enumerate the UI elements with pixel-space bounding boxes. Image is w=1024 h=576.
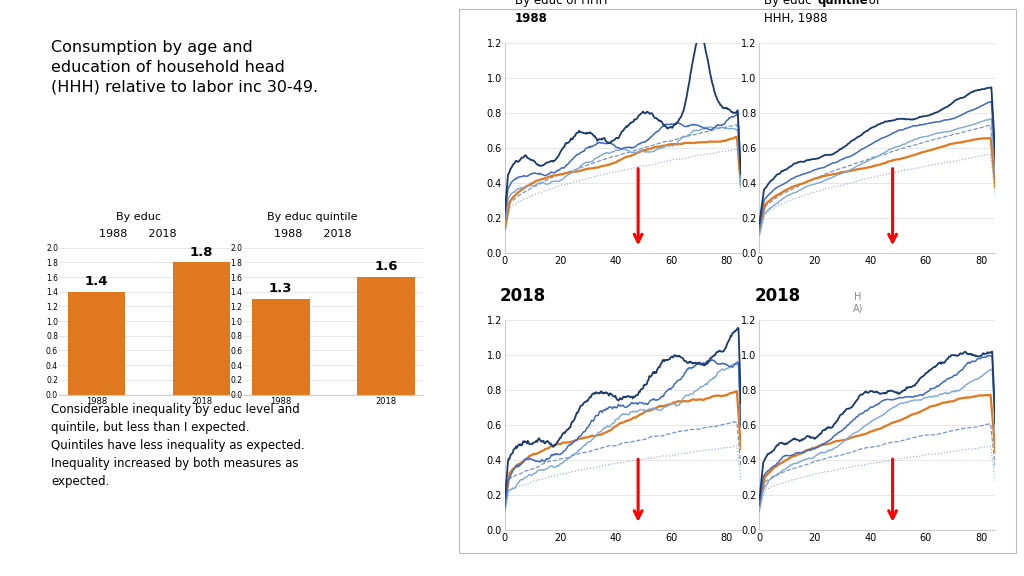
Text: 1988      2018: 1988 2018: [99, 229, 177, 239]
Text: 1.3: 1.3: [269, 282, 293, 295]
Text: Considerable inequality by educ level and
quintile, but less than I expected.
Qu: Considerable inequality by educ level an…: [51, 403, 305, 488]
Text: By educ: By educ: [116, 212, 161, 222]
Text: of: of: [865, 0, 880, 7]
Text: H
A): H A): [853, 293, 863, 314]
Text: By educ quintile: By educ quintile: [267, 212, 357, 222]
Bar: [252, 299, 309, 395]
Text: HHH, 1988: HHH, 1988: [764, 12, 828, 25]
Text: 1.4: 1.4: [85, 275, 109, 288]
Bar: [357, 277, 415, 395]
Text: Consumption by age and
education of household head
(HHH) relative to labor inc 3: Consumption by age and education of hous…: [51, 40, 318, 95]
Text: 1988: 1988: [515, 12, 548, 25]
Text: quintile: quintile: [818, 0, 868, 7]
Bar: [173, 262, 230, 395]
Bar: [68, 291, 125, 395]
Text: By educ of HHH: By educ of HHH: [515, 0, 607, 7]
Text: 1.8: 1.8: [189, 246, 213, 259]
Text: 1.6: 1.6: [374, 260, 397, 274]
Text: 2018: 2018: [500, 287, 546, 305]
Text: 2018: 2018: [754, 287, 801, 305]
Text: 1988      2018: 1988 2018: [273, 229, 351, 239]
Text: By educ: By educ: [764, 0, 816, 7]
